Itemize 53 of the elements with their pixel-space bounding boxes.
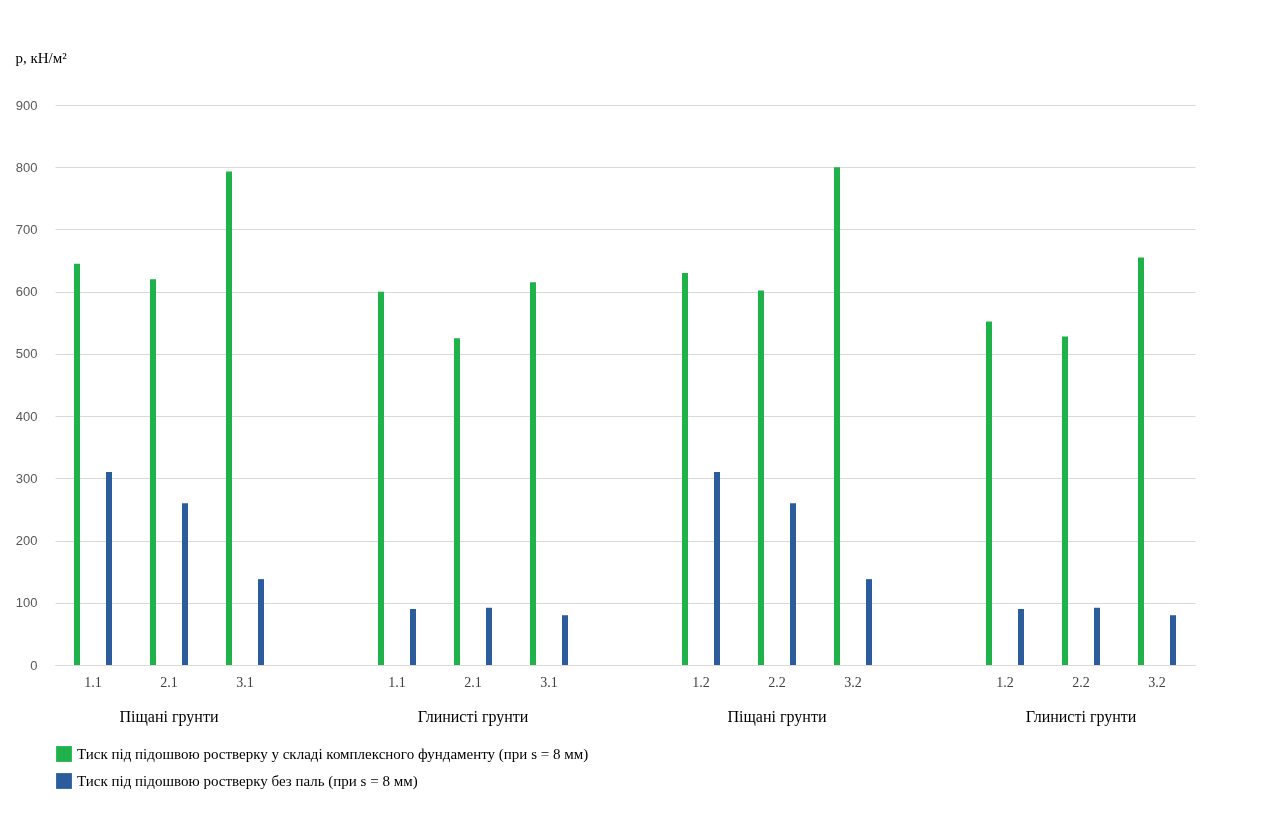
x-tick-label: 3.2 [1148, 674, 1166, 690]
bar [790, 503, 796, 665]
bar [74, 263, 80, 665]
x-tick-label: 1.1 [388, 674, 406, 690]
bar [486, 607, 492, 665]
bar [714, 472, 720, 665]
bar [1094, 607, 1100, 665]
x-tick-label: 3.1 [236, 674, 254, 690]
bar [106, 472, 112, 665]
y-tick-label: 300 [15, 470, 38, 486]
y-tick-label: 100 [15, 595, 38, 611]
y-tick-label: 200 [15, 533, 38, 549]
x-tick-label: 2.1 [464, 674, 482, 690]
bar [150, 279, 156, 665]
legend-label: Тиск під підошвою ростверку без паль (при s = 8 мм) [77, 773, 418, 790]
bar [530, 282, 536, 665]
text: Глинисті грунти [417, 708, 529, 726]
x-tick-label: 2.1 [160, 674, 178, 690]
y-tick-label: 800 [15, 159, 38, 175]
bar [834, 167, 840, 665]
bar [258, 579, 264, 665]
bar [1062, 336, 1068, 665]
text: Глинисті грунти [1025, 708, 1137, 726]
y-tick-label: 500 [15, 346, 38, 362]
x-tick-label: 1.2 [692, 674, 710, 690]
y-axis-title: p, кН/м² [15, 49, 68, 66]
bar [986, 321, 992, 665]
x-tick-label: 2.2 [768, 674, 786, 690]
y-tick-label: 0 [30, 657, 38, 673]
bar [682, 273, 688, 665]
bar [866, 579, 872, 665]
text: Піщані грунти [119, 708, 219, 726]
y-tick-label: 400 [15, 408, 38, 424]
bar [1018, 609, 1024, 665]
bar [454, 338, 460, 665]
bar [410, 609, 416, 665]
bar [226, 171, 232, 665]
bar [378, 291, 384, 665]
bar [562, 615, 568, 665]
x-tick-label: 3.2 [844, 674, 862, 690]
y-tick-label: 600 [15, 284, 38, 300]
text: Піщані грунти [727, 708, 827, 726]
x-tick-label: 3.1 [540, 674, 558, 690]
bar [182, 503, 188, 665]
y-tick-label: 700 [15, 221, 38, 237]
legend-label: Тиск під підошвою ростверку у складі комплексного фундаменту (при s = 8 мм) [77, 746, 589, 763]
y-tick-label: 900 [15, 97, 38, 113]
bar [1138, 257, 1144, 665]
bar [758, 290, 764, 665]
x-tick-label: 2.2 [1072, 674, 1090, 690]
x-tick-label: 1.2 [996, 674, 1014, 690]
x-tick-label: 1.1 [84, 674, 102, 690]
bar [1170, 615, 1176, 665]
